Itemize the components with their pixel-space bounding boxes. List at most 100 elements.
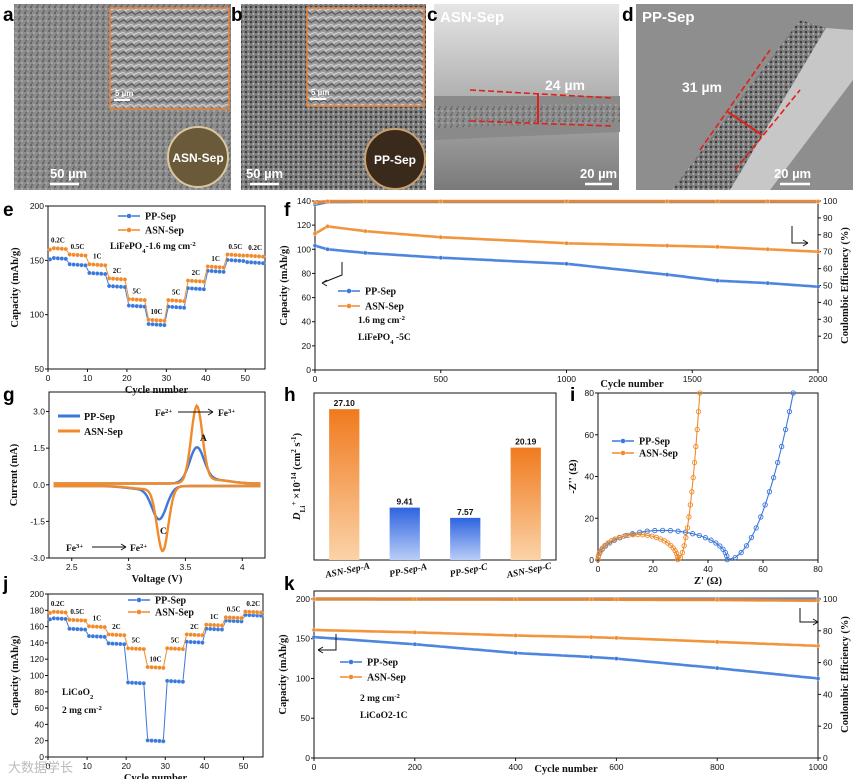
y-axis-title-h-part: (cm: [292, 453, 303, 473]
data-point-j: [141, 646, 147, 652]
y-axis-k-tick-label: 50: [301, 713, 311, 723]
annotation-e-part: -2: [190, 241, 196, 248]
y-axis-j-tick-label: 40: [35, 719, 45, 729]
y-axis-f-tick-label: 60: [302, 293, 312, 303]
data-point-e: [237, 258, 242, 264]
y2-axis-title-f: Coulombic Efficiency (%): [840, 227, 851, 344]
data-point-i: [743, 543, 750, 549]
y-axis-f-tick-label: 120: [297, 220, 311, 230]
data-point-i: [690, 531, 696, 537]
rate-label-e: 5C: [132, 287, 141, 295]
annotation-j-1-part: LiCoO: [62, 688, 90, 698]
separator-photo-b: [364, 128, 426, 190]
cross-section-d: [672, 20, 826, 190]
legend-asn-j-label: ASN-Sep: [155, 608, 194, 619]
data-point-e: [256, 260, 262, 266]
y-axis-j-tick-label: 60: [35, 703, 45, 713]
data-point-j: [55, 609, 61, 615]
data-point-e: [173, 304, 179, 310]
data-point-k: [513, 633, 518, 638]
data-point-k: [513, 597, 518, 602]
data-point-k: [311, 627, 317, 633]
data-point-e: [146, 321, 151, 327]
data-point-j: [86, 623, 92, 629]
data-point-i: [786, 409, 793, 415]
data-point-e: [59, 246, 65, 252]
annotation-g-fe3-top-part: Fe: [218, 409, 228, 419]
data-point-e: [185, 278, 191, 283]
y2-axis-k-tick-label: 100: [823, 594, 837, 604]
data-point-e: [122, 277, 128, 282]
scale-label-d: 20 µm: [774, 166, 811, 181]
data-point-j: [168, 678, 174, 684]
data-point-j: [188, 632, 194, 637]
data-point-i: [762, 502, 768, 508]
scale-label-a: 50 µm: [50, 166, 87, 181]
nyquist-line-1: [597, 392, 701, 561]
data-point-f: [815, 284, 821, 289]
y2-axis-f-tick-label: 40: [823, 297, 833, 307]
bar-asn-sep-c: [510, 447, 541, 560]
data-point-j: [78, 618, 84, 623]
annotation-k-1-part: 2 mg cm: [360, 694, 394, 704]
data-point-i: [702, 535, 709, 541]
rate-label-e: 0.5C: [229, 243, 243, 251]
data-point-k: [614, 656, 619, 661]
data-point-i: [697, 390, 703, 396]
bar-value-label: 27.10: [334, 398, 356, 408]
data-point-f: [363, 199, 368, 204]
x-axis-k-tick-label: 800: [710, 762, 724, 772]
y-axis-i-tick-label: 40: [585, 472, 595, 482]
y-axis-title-h-part: s: [292, 443, 303, 450]
bar-asn-sep-a: [329, 409, 360, 560]
rate-label-e: 0.2C: [51, 236, 65, 244]
y-axis-k-tick-label: 100: [296, 673, 310, 683]
data-point-i: [694, 426, 700, 433]
thickness-arrow-d: [727, 111, 763, 136]
data-point-j: [215, 627, 221, 632]
data-point-k: [412, 642, 418, 647]
x-axis-i-tick-label: 60: [758, 564, 768, 574]
data-point-j: [59, 616, 65, 622]
data-point-f: [325, 199, 330, 204]
data-point-e: [102, 271, 108, 277]
data-point-f: [312, 243, 318, 248]
panel-letter-c: c: [427, 5, 438, 26]
data-point-j: [145, 664, 151, 670]
peak-label-c: C: [160, 527, 167, 537]
legend-asn-g-label: ASN-Sep: [84, 427, 123, 438]
capacity-axis-arrow-k: [317, 634, 337, 654]
data-point-j: [82, 627, 88, 632]
data-point-j: [196, 640, 201, 645]
data-point-j: [90, 624, 96, 629]
y-axis-g-tick-label: 1.5: [33, 443, 45, 453]
data-point-e: [110, 276, 116, 282]
category-label: PP-Sep-A: [388, 562, 428, 580]
data-point-i: [686, 514, 692, 520]
data-point-i: [690, 474, 696, 481]
y-axis-title-h-part: D: [292, 512, 303, 521]
panel-d-sem: PP-Sep 31 µm 20 µm: [636, 4, 853, 190]
rate-label-j: 1C: [210, 613, 219, 621]
data-point-i: [782, 426, 789, 433]
data-point-j: [145, 738, 151, 743]
data-point-e: [83, 253, 88, 258]
y-axis-f-tick-label: 40: [302, 317, 312, 327]
data-point-j: [168, 646, 174, 651]
y-axis-title-f: Capacity (mAh/g): [279, 245, 290, 326]
y2-axis-f-tick-label: 30: [823, 314, 833, 324]
data-point-k: [588, 654, 594, 660]
panel-b-sem: 5 µm PP-Sep 50 µm: [241, 4, 426, 190]
x-axis-i-tick-label: 20: [648, 564, 658, 574]
legend-asn-e-label: ASN-Sep: [145, 226, 184, 237]
series-line-f-1: [313, 224, 820, 253]
data-point-k: [815, 598, 821, 603]
data-point-e: [193, 286, 199, 292]
data-point-k: [815, 643, 821, 649]
x-axis-k-tick-label: 400: [509, 762, 523, 772]
data-point-f: [765, 199, 770, 204]
data-point-e: [209, 268, 215, 274]
data-point-f: [564, 199, 569, 204]
data-point-j: [106, 632, 111, 637]
data-point-j: [207, 622, 213, 628]
